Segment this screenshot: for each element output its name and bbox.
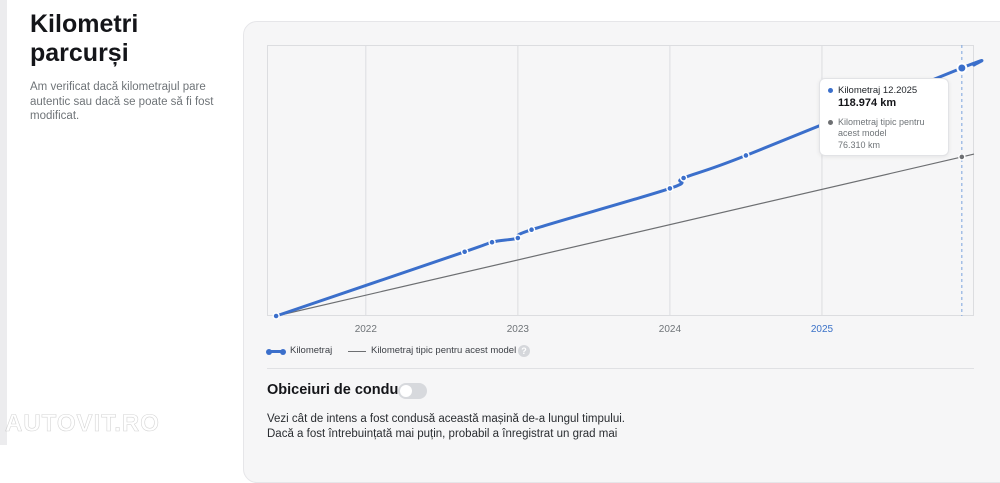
legend-kilometraj-swatch [266, 348, 286, 355]
left-edge [0, 0, 7, 445]
watermark-logo: AUTOVIT.RO [5, 410, 160, 438]
x-tick-2023: 2023 [506, 324, 529, 335]
driving-habits-text: Vezi cât de intens a fost condusă aceast… [267, 413, 625, 440]
tooltip-label-kilometraj: Kilometraj 12.2025 [838, 85, 918, 96]
point-kilometraj-4 [527, 225, 536, 234]
tooltip-label-typical: Kilometraj tipic pentru acest model [838, 117, 925, 138]
series-typical-line [275, 153, 975, 317]
legend-kilometraj-label: Kilometraj [290, 345, 333, 356]
tooltip-dot-kilometraj [828, 88, 833, 93]
x-tick-2022: 2022 [354, 324, 377, 335]
section-description: Am verificat dacă kilometrajul pare aute… [30, 81, 214, 122]
point-kilometraj-5 [666, 184, 674, 193]
tooltip-value-kilometraj: 118.974 km [838, 97, 897, 109]
toggle-knob [400, 385, 412, 397]
legend-typical-label: Kilometraj tipic pentru acest model [371, 345, 517, 356]
tooltip-value-typical: 76.310 km [838, 140, 881, 150]
section-title: Kilometri parcurși [30, 10, 139, 67]
point-kilometraj-8 [956, 62, 968, 74]
tooltip-dot-typical [828, 120, 833, 125]
help-icon[interactable]: ? [518, 345, 530, 357]
point-kilometraj-3 [514, 234, 522, 242]
point-kilometraj-0 [272, 312, 280, 320]
point-kilometraj-7 [742, 151, 750, 160]
x-tick-2024: 2024 [658, 324, 682, 335]
x-tick-2025: 2025 [810, 324, 834, 335]
point-kilometraj-2 [488, 238, 496, 246]
point-typical-end [958, 153, 966, 161]
legend-typical-swatch [348, 351, 366, 352]
driving-habits-title: Obiceiuri de condus [267, 382, 407, 398]
mileage-chart[interactable] [267, 45, 1000, 330]
chart-tooltip: Kilometraj 12.2025 118.974 km Kilometraj… [819, 78, 949, 156]
driving-habits-toggle[interactable] [398, 383, 427, 399]
point-kilometraj-1 [460, 248, 469, 256]
section-divider [267, 368, 974, 369]
point-kilometraj-6 [679, 174, 688, 182]
